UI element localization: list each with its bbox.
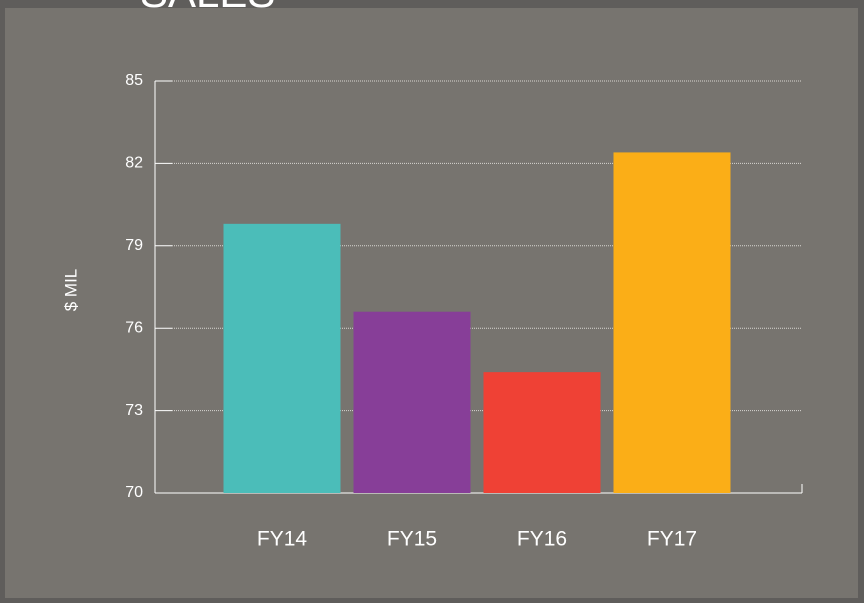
x-tick-label: FY16 (517, 528, 567, 551)
bar (353, 311, 471, 493)
x-tick-label: FY17 (647, 528, 697, 551)
y-tick-label: 85 (125, 72, 143, 89)
y-tick-label: 82 (125, 155, 143, 172)
y-tick-label: 70 (125, 484, 143, 501)
bar (223, 223, 341, 493)
y-tick-label: 76 (125, 319, 143, 336)
bar (483, 372, 601, 493)
y-tick-label: 73 (125, 402, 143, 419)
x-tick-label: FY15 (387, 528, 437, 551)
x-tick-label: FY14 (257, 528, 308, 551)
y-tick-label: 79 (125, 237, 143, 254)
chart-title: SALES (140, 0, 275, 16)
bar (613, 152, 731, 493)
y-axis-label: $ MIL (61, 269, 80, 312)
